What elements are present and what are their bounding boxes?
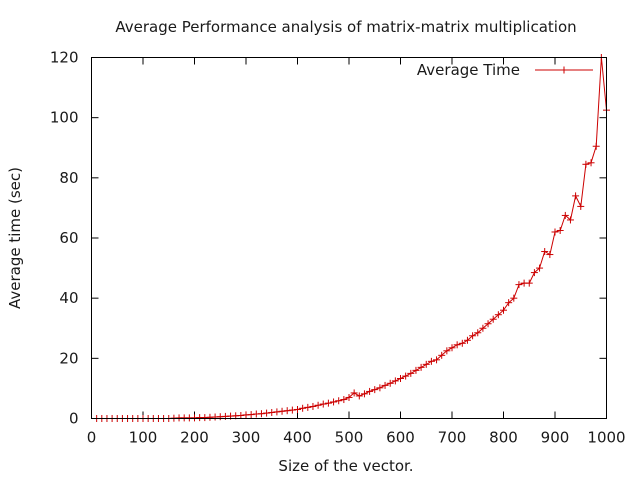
data-point bbox=[546, 251, 554, 259]
y-tick-label: 100 bbox=[50, 109, 79, 127]
data-point bbox=[376, 384, 384, 392]
data-point bbox=[582, 160, 590, 168]
data-point bbox=[288, 406, 296, 414]
data-point bbox=[268, 408, 276, 416]
data-point bbox=[505, 299, 513, 307]
data-point bbox=[479, 324, 487, 332]
x-tick-label: 1000 bbox=[587, 429, 625, 447]
y-tick-label: 40 bbox=[59, 289, 78, 307]
series-layer bbox=[93, 54, 610, 422]
data-point bbox=[566, 216, 574, 224]
data-point bbox=[438, 351, 446, 359]
y-tick-label: 60 bbox=[59, 229, 78, 247]
x-tick-label: 900 bbox=[541, 429, 570, 447]
data-point bbox=[530, 269, 538, 277]
legend-marker bbox=[560, 66, 568, 74]
data-point bbox=[587, 159, 595, 167]
x-axis-label: Size of the vector. bbox=[278, 457, 413, 475]
data-point bbox=[309, 402, 317, 410]
x-tick-label: 200 bbox=[180, 429, 209, 447]
data-point bbox=[386, 379, 394, 387]
data-point bbox=[510, 294, 518, 302]
data-point bbox=[366, 387, 374, 395]
data-point bbox=[500, 306, 507, 314]
data-point bbox=[247, 411, 255, 419]
data-point bbox=[263, 409, 271, 417]
x-tick-label: 100 bbox=[129, 429, 158, 447]
data-point bbox=[592, 142, 600, 150]
data-point bbox=[463, 336, 471, 344]
data-point bbox=[335, 397, 343, 405]
x-tick-label: 700 bbox=[438, 429, 467, 447]
x-tick-label: 600 bbox=[386, 429, 415, 447]
data-point bbox=[397, 374, 404, 382]
data-point bbox=[536, 264, 544, 272]
y-tick-label: 0 bbox=[69, 410, 79, 428]
data-point bbox=[484, 320, 492, 328]
data-point bbox=[556, 226, 564, 234]
data-point bbox=[391, 377, 399, 385]
plot-frame bbox=[91, 57, 607, 419]
data-point bbox=[448, 344, 456, 352]
data-point bbox=[474, 329, 482, 337]
data-point bbox=[360, 390, 368, 398]
data-point bbox=[340, 396, 348, 404]
data-point bbox=[443, 347, 451, 355]
y-axis-label: Average time (sec) bbox=[6, 167, 24, 309]
data-point bbox=[572, 192, 580, 200]
data-point bbox=[422, 360, 430, 368]
data-point bbox=[299, 404, 307, 412]
data-point bbox=[417, 363, 425, 371]
data-point bbox=[381, 381, 389, 389]
data-point bbox=[371, 386, 379, 394]
data-point bbox=[273, 408, 281, 416]
data-point bbox=[469, 332, 477, 340]
data-point bbox=[525, 279, 533, 287]
data-point bbox=[561, 211, 569, 219]
data-point bbox=[489, 315, 497, 323]
series-line-average-time bbox=[96, 57, 607, 419]
data-point bbox=[427, 357, 435, 365]
data-point bbox=[355, 392, 363, 400]
axis-ticks: 0 100 200 300 400 500 600 700 800 900 1000 0 20 40 60 8… bbox=[50, 49, 626, 447]
data-point bbox=[494, 311, 502, 319]
data-point bbox=[294, 405, 301, 413]
data-point bbox=[577, 202, 585, 210]
y-tick-label: 80 bbox=[59, 169, 78, 187]
x-tick-label: 0 bbox=[87, 429, 97, 447]
data-point bbox=[551, 228, 559, 236]
legend-label: Average Time bbox=[417, 61, 520, 79]
x-tick-label: 300 bbox=[232, 429, 261, 447]
data-point bbox=[453, 341, 461, 349]
y-tick-label: 120 bbox=[50, 49, 79, 67]
data-point bbox=[304, 403, 312, 411]
data-point bbox=[330, 398, 338, 406]
data-point bbox=[324, 399, 332, 407]
x-tick-label: 800 bbox=[489, 429, 518, 447]
data-point bbox=[350, 389, 358, 397]
data-point bbox=[314, 401, 322, 409]
legend: Average Time bbox=[417, 61, 593, 79]
data-point bbox=[257, 410, 265, 418]
data-point bbox=[515, 281, 523, 289]
data-point bbox=[458, 339, 466, 347]
chart-title: Average Performance analysis of matrix-m… bbox=[115, 18, 576, 36]
data-point bbox=[283, 407, 291, 415]
data-point bbox=[407, 369, 415, 377]
data-point bbox=[541, 248, 549, 256]
y-tick-label: 20 bbox=[59, 349, 78, 367]
data-point bbox=[278, 407, 286, 415]
data-point bbox=[433, 356, 441, 364]
x-tick-label: 500 bbox=[335, 429, 364, 447]
data-point bbox=[402, 372, 410, 380]
x-tick-label: 400 bbox=[283, 429, 312, 447]
data-point bbox=[319, 400, 327, 408]
data-point bbox=[412, 366, 420, 374]
data-point bbox=[237, 411, 245, 419]
data-point bbox=[345, 393, 353, 401]
